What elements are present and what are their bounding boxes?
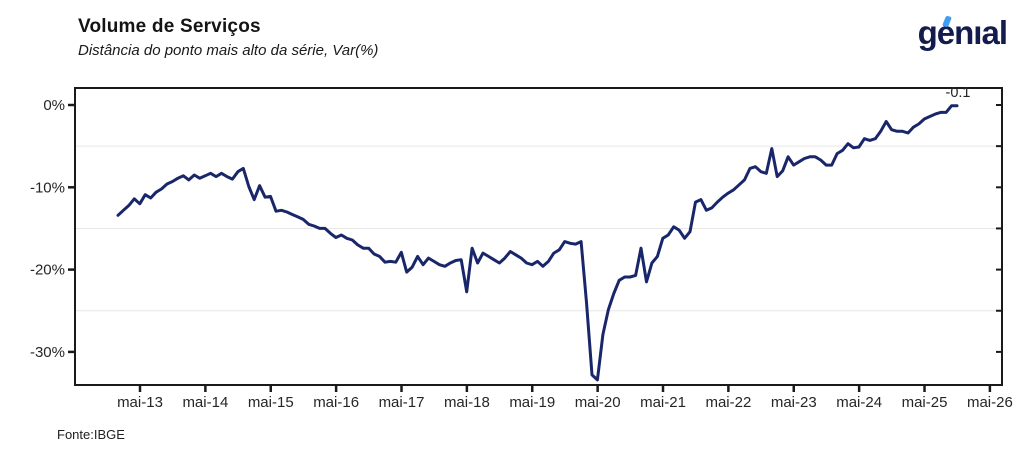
x-axis-label: mai-22: [705, 394, 751, 411]
genial-logo: genıal: [917, 14, 1008, 62]
x-axis-label: mai-23: [771, 394, 817, 411]
x-axis-label: mai-13: [117, 394, 163, 411]
chart-subtitle: Distância do ponto mais alto da série, V…: [78, 42, 379, 59]
x-axis-label: mai-26: [967, 394, 1013, 411]
data-line: [116, 104, 959, 382]
x-axis-label: mai-20: [575, 394, 621, 411]
x-axis-label: mai-14: [182, 394, 228, 411]
x-axis-label: mai-21: [640, 394, 686, 411]
last-value-label: -0.1: [945, 85, 970, 101]
x-axis-label: mai-25: [902, 394, 948, 411]
x-axis-label: mai-24: [836, 394, 882, 411]
page-title: Volume de Serviços: [78, 16, 261, 37]
x-axis-label: mai-16: [313, 394, 359, 411]
x-axis-label: mai-19: [509, 394, 555, 411]
y-axis-label: -30%: [30, 344, 65, 361]
y-axis-label: -20%: [30, 262, 65, 279]
x-axis-label: mai-15: [248, 394, 294, 411]
x-axis-label: mai-18: [444, 394, 490, 411]
plot-border: [74, 87, 1003, 386]
y-axis-label: 0%: [43, 97, 65, 114]
source-note: Fonte:IBGE: [57, 427, 125, 442]
y-axis-label: -10%: [30, 179, 65, 196]
logo-text: genıal: [917, 14, 1008, 51]
x-axis-label: mai-17: [379, 394, 425, 411]
